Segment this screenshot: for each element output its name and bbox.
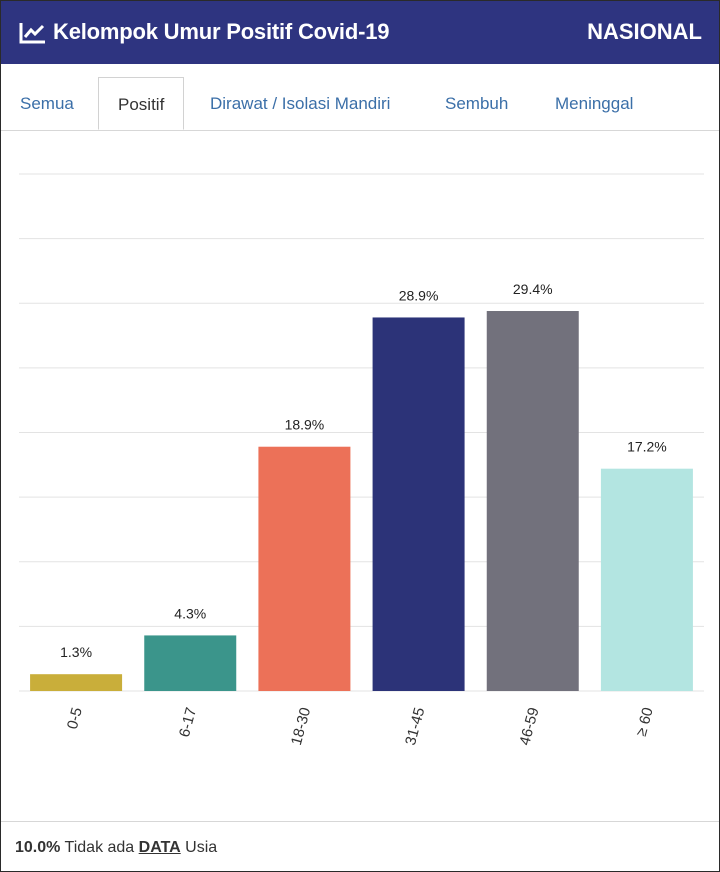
bar-chart: 1.3% 0-5 4.3% 6-17 18.9% 18-30 28.9% 31-45 29.4%… [19, 173, 704, 747]
x-tick-label: 31-45 [402, 706, 428, 747]
tab-meninggal[interactable]: Meninggal [555, 94, 634, 113]
bar [372, 317, 465, 691]
footer-note: 10.0% Tidak ada DATA Usia [15, 839, 217, 857]
data-label: 1.3% [60, 644, 92, 660]
bar [144, 635, 237, 691]
tab-semua[interactable]: Semua [20, 94, 74, 113]
bar [258, 446, 351, 691]
header-bar: Kelompok Umur Positif Covid-19 NASIONAL [1, 1, 719, 64]
x-tick-label: 6-17 [176, 706, 200, 739]
x-tick-label: 0-5 [64, 706, 86, 731]
x-tick-label: 18-30 [288, 706, 314, 747]
tab-sembuh[interactable]: Sembuh [445, 94, 509, 113]
data-label: 29.4% [513, 281, 553, 297]
x-tick-label: 46-59 [516, 706, 542, 747]
bar [600, 468, 693, 691]
missing-age-value: 10.0% [15, 839, 61, 856]
data-label: 17.2% [627, 439, 667, 455]
chart-title: Kelompok Umur Positif Covid-19 [53, 19, 390, 44]
tab-positif[interactable]: Positif [98, 77, 185, 130]
footer-text-1: Tidak ada [64, 839, 135, 856]
data-label: 4.3% [174, 605, 206, 621]
bar [486, 311, 579, 691]
tab-bar: Semua Positif Dirawat / Isolasi Mandiri … [1, 64, 719, 131]
footer-text-2: Usia [185, 839, 218, 856]
data-link[interactable]: DATA [138, 839, 181, 856]
bar [30, 674, 123, 691]
line-chart-icon [19, 23, 45, 44]
x-tick-label: ≥ 60 [633, 706, 657, 739]
data-label: 18.9% [285, 417, 325, 433]
data-label: 28.9% [399, 287, 439, 303]
footer: 10.0% Tidak ada DATA Usia [1, 821, 719, 871]
tab-dirawat[interactable]: Dirawat / Isolasi Mandiri [210, 94, 391, 113]
scope-label: NASIONAL [587, 19, 702, 44]
